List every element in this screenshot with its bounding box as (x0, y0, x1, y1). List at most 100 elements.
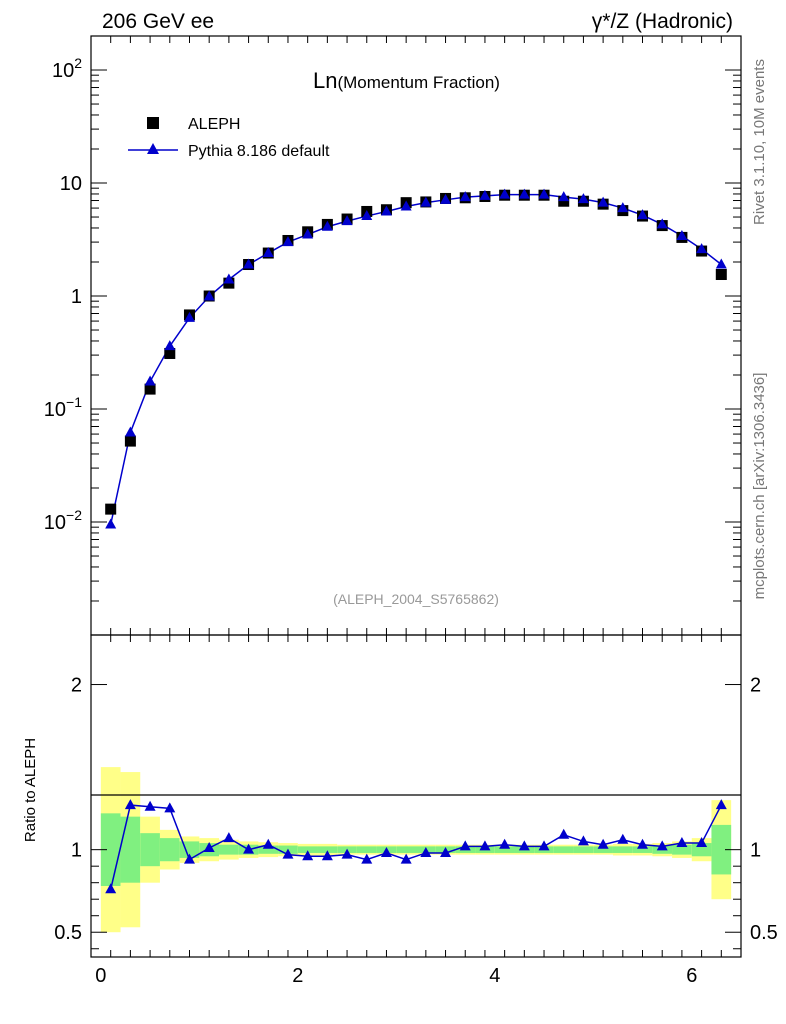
header-right: γ*/Z (Hadronic) (592, 10, 733, 33)
aleph-point (558, 195, 570, 207)
ratio-series (105, 799, 727, 894)
ratio-y-tick-label: 1 (71, 840, 82, 862)
legend-label-pythia: Pythia 8.186 default (188, 143, 330, 160)
ratio-band-inner (159, 838, 180, 862)
ratio-point (223, 832, 235, 843)
chart-title: Ln(Momentum Fraction) (313, 68, 500, 93)
ratio-point (380, 846, 392, 857)
ratio-point (479, 840, 491, 851)
ratio-point (499, 838, 511, 849)
ratio-point (558, 828, 570, 839)
ratio-point (243, 843, 255, 854)
ratio-y-tick-label: 2 (71, 675, 82, 697)
ratio-band-inner (573, 846, 594, 853)
pythia-point (597, 196, 609, 207)
ratio-point (361, 853, 373, 864)
pythia-point (124, 426, 136, 437)
ratio-point (124, 799, 136, 810)
ratio-panel: 0.5 0.5 1 1 2 2 Ratio to ALEPH 0 2 4 6 (22, 634, 778, 987)
main-y-tick-label: 102 (52, 55, 82, 82)
x-tick-label: 6 (686, 965, 697, 987)
ratio-point (302, 850, 314, 861)
legend-label-aleph: ALEPH (188, 116, 240, 133)
x-tick-labels: 0 2 4 6 (95, 965, 697, 987)
ratio-point (144, 800, 156, 811)
ratio-band-inner (219, 844, 239, 855)
main-y-tick-label: 10−2 (44, 507, 82, 534)
ratio-point (105, 883, 117, 894)
main-panel: 102 10 1 10−1 10−2 Ln(Momentum Fraction) (AL… (44, 35, 742, 636)
ratio-point (637, 838, 649, 849)
pythia-point (558, 191, 570, 202)
pythia-point (243, 258, 255, 269)
pythia-point (518, 188, 530, 199)
ratio-band-inner (494, 846, 515, 853)
ratio-point (420, 846, 432, 857)
x-tick-label: 2 (292, 965, 303, 987)
ratio-band-inner (297, 846, 318, 853)
pythia-point (479, 189, 491, 200)
pythia-point (183, 311, 195, 322)
analysis-tag: (ALEPH_2004_S5765862) (333, 591, 499, 607)
ratio-band-inner (396, 846, 416, 853)
main-y-tick-label: 1 (71, 286, 82, 308)
ratio-ticks: 0.5 0.5 1 1 2 2 (54, 635, 778, 957)
main-ticks (90, 35, 741, 636)
x-tick-label: 0 (95, 965, 106, 987)
ratio-band-inner (711, 824, 732, 875)
ratio-y-label: Ratio to ALEPH (22, 738, 39, 842)
ratio-point (164, 802, 176, 813)
legend-marker-pythia (147, 143, 159, 154)
ratio-point (656, 840, 668, 851)
ratio-band-inner (553, 846, 574, 853)
ratio-point (696, 837, 708, 848)
main-y-tick-label: 10−1 (44, 394, 82, 421)
aleph-point (715, 269, 727, 281)
pythia-point (262, 247, 274, 258)
ratio-point (262, 838, 274, 849)
pythia-point (499, 188, 511, 199)
ratio-y-tick-label-right: 1 (750, 840, 761, 862)
pythia-point (223, 273, 235, 284)
ratio-band-inner (140, 833, 160, 867)
pythia-point (656, 218, 668, 229)
ratio-point (440, 846, 452, 857)
pythia-point (321, 220, 333, 231)
legend-marker-aleph (147, 117, 159, 129)
pythia-point (617, 202, 629, 213)
ratio-point (400, 853, 412, 864)
pythia-point (696, 243, 708, 254)
ratio-point (282, 848, 294, 859)
ratio-point (577, 835, 589, 846)
pythia-point (440, 193, 452, 204)
ratio-point (676, 837, 688, 848)
main-y-tick-label: 10 (60, 173, 82, 195)
pythia-point (715, 258, 727, 269)
pythia-point (380, 205, 392, 216)
ratio-point (341, 848, 353, 859)
ratio-point (321, 850, 333, 861)
ratio-point (518, 840, 530, 851)
ratio-band-inner (356, 846, 377, 853)
aleph-point (164, 347, 176, 359)
ratio-point (183, 853, 195, 864)
pythia-point (676, 229, 688, 240)
ratio-y-tick-label-right: 2 (750, 675, 761, 697)
pythia-point (105, 518, 117, 529)
pythia-point (538, 188, 550, 199)
header-left: 206 GeV ee (102, 10, 214, 33)
pythia-point (420, 196, 432, 207)
pythia-point (203, 290, 215, 301)
pythia-point (400, 200, 412, 211)
aleph-point (144, 383, 156, 395)
ratio-point (597, 838, 609, 849)
ratio-band-inner (672, 844, 692, 855)
pythia-point (577, 193, 589, 204)
pythia-point (164, 340, 176, 351)
ratio-y-tick-label-right: 0.5 (750, 922, 778, 944)
pythia-point (282, 236, 294, 247)
x-tick-label: 4 (489, 965, 500, 987)
ratio-point (459, 840, 471, 851)
ratio-band-inner (120, 816, 141, 883)
